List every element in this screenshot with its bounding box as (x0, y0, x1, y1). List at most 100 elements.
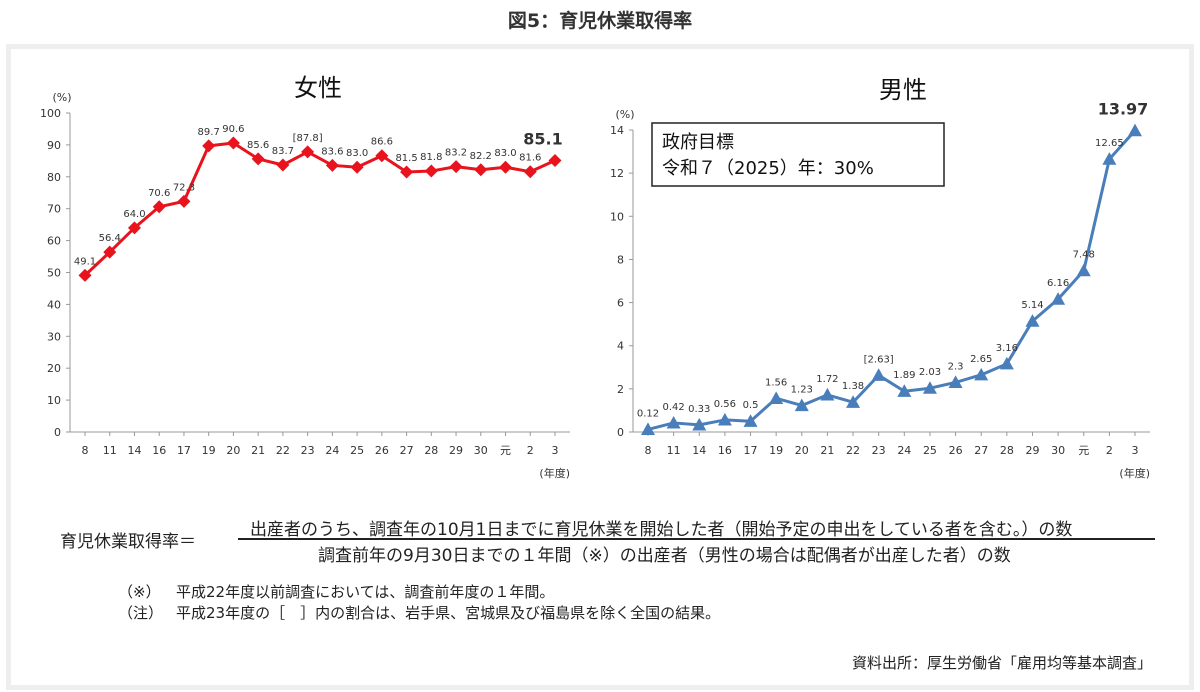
female-x-tick-label: 27 (400, 444, 414, 457)
note-mark-1: （※） (118, 583, 161, 601)
male-x-tick-label: 8 (645, 444, 652, 457)
female-y-tick-label: 50 (47, 267, 61, 280)
male-y-tick-label: 14 (610, 124, 624, 137)
female-y-unit: (%) (52, 91, 71, 104)
source-credit: 資料出所：厚生労働省「雇用均等基本調査」 (851, 654, 1152, 672)
female-data-label: 86.6 (371, 137, 393, 148)
female-x-tick-label: 8 (82, 444, 89, 457)
male-data-label: 13.97 (1098, 100, 1149, 119)
note-mark-2: （注） (118, 604, 164, 622)
male-x-tick-label: 20 (795, 444, 809, 457)
female-x-tick-label: 23 (301, 444, 315, 457)
male-data-label: 7.48 (1073, 250, 1095, 261)
female-data-point (78, 268, 92, 282)
male-y-tick-label: 2 (617, 383, 624, 396)
female-x-tick-label: 25 (350, 444, 364, 457)
female-data-point (301, 145, 315, 159)
government-target-line2: 令和７（2025）年：30% (662, 158, 874, 179)
female-data-point (226, 136, 240, 150)
female-y-tick-label: 0 (54, 426, 61, 439)
female-x-tick-label: 14 (127, 444, 141, 457)
male-x-tick-label: 26 (949, 444, 963, 457)
male-data-point (1051, 292, 1066, 305)
female-x-tick-label: 24 (325, 444, 339, 457)
female-data-label: 85.6 (247, 140, 269, 151)
male-data-label: 0.5 (743, 400, 759, 411)
male-x-tick-label: 11 (667, 444, 681, 457)
female-x-tick-label: 元 (500, 444, 511, 457)
female-data-point (152, 200, 166, 214)
male-data-label: 12.65 (1095, 138, 1124, 149)
female-data-label: 56.4 (99, 233, 121, 244)
male-x-tick-label: 30 (1051, 444, 1065, 457)
male-x-tick-label: 3 (1132, 444, 1139, 457)
female-data-point (325, 158, 339, 172)
female-data-point (375, 149, 389, 163)
female-data-point (523, 165, 537, 179)
female-data-label: 83.6 (321, 146, 343, 157)
female-data-label: 90.6 (222, 124, 244, 135)
female-data-point (202, 139, 216, 153)
female-y-tick-label: 90 (47, 139, 61, 152)
male-data-point (692, 417, 707, 431)
government-target-line1: 政府目標 (662, 132, 734, 153)
female-data-label: 83.7 (272, 146, 294, 157)
female-data-point (474, 163, 488, 177)
female-data-label: 49.1 (74, 256, 96, 267)
male-y-tick-label: 4 (617, 340, 624, 353)
male-data-point (743, 414, 758, 427)
male-data-point (846, 395, 861, 408)
female-x-tick-label: 3 (552, 444, 559, 457)
female-x-tick-label: 28 (424, 444, 438, 457)
female-x-tick-label: 16 (152, 444, 166, 457)
male-data-label: 1.89 (893, 370, 915, 381)
note-text-2: 平成23年度の［ ］内の割合は、岩手県、宮城県及び福島県を除く全国の結果。 (176, 604, 721, 622)
male-y-tick-label: 12 (610, 167, 624, 180)
female-y-tick-label: 70 (47, 203, 61, 216)
female-data-label: 89.7 (198, 127, 220, 138)
formula-numerator: 出産者のうち、調査年の10月1日までに育児休業を開始した者（開始予定の申出をして… (250, 520, 1073, 540)
male-data-point (769, 391, 784, 404)
male-data-point (1025, 314, 1040, 327)
male-y-unit: (%) (615, 108, 634, 121)
male-data-label: [2.63] (864, 354, 894, 365)
female-data-label: 85.1 (523, 130, 562, 149)
female-y-tick-label: 30 (47, 330, 61, 343)
male-x-tick-label: 22 (846, 444, 860, 457)
female-x-tick-label: 21 (251, 444, 265, 457)
female-data-point (350, 160, 364, 174)
male-y-tick-label: 10 (610, 210, 624, 223)
female-x-tick-label: 19 (202, 444, 216, 457)
female-x-tick-label: 22 (276, 444, 290, 457)
formula-fraction-bar (238, 538, 1155, 540)
female-y-tick-label: 80 (47, 171, 61, 184)
female-data-label: 81.5 (395, 153, 417, 164)
female-data-label: 83.0 (494, 148, 516, 159)
male-data-point (948, 375, 963, 388)
female-x-tick-label: 11 (103, 444, 117, 457)
male-x-unit: (年度) (1119, 466, 1150, 480)
male-data-label: 2.03 (919, 367, 941, 378)
female-data-point (499, 160, 513, 174)
female-x-tick-label: 2 (527, 444, 534, 457)
male-x-tick-label: 25 (923, 444, 937, 457)
male-data-point (794, 398, 809, 412)
male-x-tick-label: 24 (897, 444, 911, 457)
female-data-label: 81.8 (420, 152, 442, 163)
male-data-point (871, 368, 886, 381)
female-data-label: 64.0 (123, 209, 145, 220)
female-x-unit: (年度) (539, 466, 570, 480)
male-x-tick-label: 27 (974, 444, 988, 457)
male-data-label: 1.38 (842, 381, 864, 392)
male-data-point (666, 415, 681, 429)
formula-label: 育児休業取得率＝ (60, 532, 196, 552)
male-data-point (820, 387, 835, 401)
female-data-point (276, 158, 290, 172)
male-data-label: 0.56 (714, 399, 736, 410)
female-data-point (548, 154, 562, 168)
female-y-tick-label: 20 (47, 362, 61, 375)
male-x-tick-label: 14 (692, 444, 706, 457)
male-data-label: 0.33 (688, 404, 710, 415)
male-data-point (1128, 123, 1142, 137)
male-x-tick-label: 23 (872, 444, 886, 457)
